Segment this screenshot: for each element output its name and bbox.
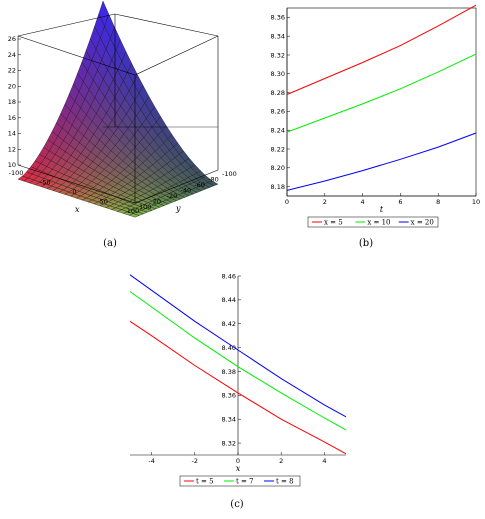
y-tick-label: 8.24 [271, 127, 285, 135]
box-top-front-edge [17, 35, 219, 76]
x-tick-label: 0 [72, 188, 76, 196]
x-tick-label: 4 [361, 198, 365, 206]
x-tick-label: 0 [236, 457, 240, 465]
legend-label: t = 8 [276, 478, 294, 486]
x-tick-label: 2 [323, 198, 327, 206]
series-line [129, 274, 347, 418]
x-tick-label: 0 [285, 198, 289, 206]
x-tick-label: 100 [127, 207, 139, 215]
series-line [286, 53, 477, 133]
caption-a: (a) [103, 238, 117, 249]
y-tick-label: -100 [222, 170, 237, 178]
y-tick-label: 8.26 [271, 108, 285, 116]
y-tick-label: 8.36 [222, 392, 236, 400]
y-tick-label: 8.28 [271, 89, 285, 97]
x-tick-label: -2 [192, 457, 198, 465]
y-tick-label: 8.44 [222, 296, 236, 304]
x-tick-label: 8 [436, 198, 440, 206]
surface-y-axis-label: y [175, 204, 181, 213]
z-axis-ticks: 10 12 14 16 18 20 22 24 26 [8, 35, 21, 169]
z-tick-label: 24 [8, 51, 16, 59]
y-tick-label: 8.38 [222, 368, 236, 376]
legend-label: x = 5 [324, 219, 343, 227]
x-tick-label: 6 [398, 198, 402, 206]
surface-bounding-box [17, 13, 219, 204]
legend-label: t = 7 [236, 478, 254, 486]
legend: t = 5 t = 7 t = 8 [179, 475, 301, 487]
z-tick-label: 10 [8, 161, 16, 169]
y-tick-label: 8.22 [271, 145, 285, 153]
y-tick-label: 8.18 [271, 183, 285, 191]
x-tick-label: 2 [279, 457, 283, 465]
z-tick-label: 20 [8, 83, 16, 91]
legend-label: x = 10 [367, 219, 390, 227]
surface-mesh [17, 0, 219, 218]
y-tick-label: 8.20 [271, 164, 285, 172]
caption-b: (b) [359, 238, 373, 249]
y-tick-label: 8.46 [222, 272, 236, 280]
x-axis-ticks: -100 -50 0 50 100 [9, 169, 140, 215]
y-tick-label: -80 [208, 176, 219, 184]
y-tick-label: 8.40 [222, 344, 236, 352]
x-tick-label: 10 [472, 198, 480, 206]
legend: x = 5 x = 10 x = 20 [307, 216, 439, 228]
surface-cell [128, 213, 140, 218]
y-tick-label: 8.34 [271, 33, 285, 41]
z-tick-label: 16 [8, 114, 16, 122]
series-line [286, 132, 477, 191]
x-tick-label: -100 [9, 169, 24, 177]
x-tick-label: -50 [40, 179, 51, 187]
surface-x-axis-label: x [75, 205, 80, 214]
y-tick-label: 8.30 [271, 70, 285, 78]
plot-frame [286, 7, 477, 197]
legend-label: x = 20 [411, 219, 434, 227]
y-tick-label: 8.34 [222, 416, 236, 424]
y-tick-label: 8.32 [222, 439, 236, 447]
x-tick-label: 50 [100, 198, 108, 206]
z-tick-label: 26 [8, 35, 16, 43]
series-line [129, 320, 347, 455]
series-line [129, 291, 347, 431]
z-tick-label: 12 [8, 145, 16, 153]
box-top-back-edge [17, 13, 219, 37]
x-tick-label: -4 [148, 457, 154, 465]
legend-box [307, 216, 439, 228]
y-tick-label: 20 [153, 198, 161, 206]
y-tick-label: 8.36 [271, 14, 285, 22]
series-line [286, 4, 477, 95]
line-chart-c: (c) 8.32 8.34 8.36 8.38 8.40 8.42 8.44 8.46 -4 -2… [129, 272, 347, 510]
legend-box [179, 475, 301, 487]
line-chart-b: (b) 8.18 8.20 8.22 8.24 8.26 8.28 8.30 8.32 8.34… [271, 4, 480, 249]
y-tick-label: -60 [194, 181, 205, 189]
z-tick-label: 18 [8, 98, 16, 106]
y-tick-label: 8.42 [222, 320, 236, 328]
box-floor-front-edge [17, 164, 219, 204]
y-tick-label: 8.32 [271, 51, 285, 59]
legend-label: t = 5 [196, 478, 214, 486]
y-tick-label: -20 [167, 192, 178, 200]
y-tick-label: -40 [181, 187, 192, 195]
z-tick-label: 14 [8, 130, 16, 138]
x-axis-label: t [380, 205, 384, 214]
caption-c: (c) [230, 499, 244, 510]
x-axis-label: x [236, 464, 241, 473]
x-tick-label: 4 [322, 457, 326, 465]
z-tick-label: 22 [8, 67, 16, 75]
y-tick-label: 100 [139, 203, 151, 211]
